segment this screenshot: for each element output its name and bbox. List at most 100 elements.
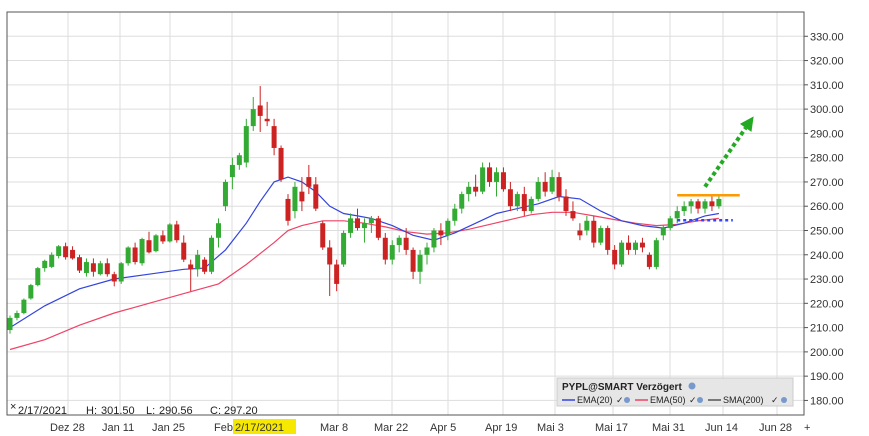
- candle-body: [306, 177, 312, 187]
- candle: [653, 237, 659, 270]
- candle: [612, 245, 618, 270]
- legend-ema50-label: EMA(50): [650, 395, 686, 405]
- candle: [278, 145, 284, 182]
- legend-settings-icon[interactable]: [688, 382, 696, 390]
- candle-body: [688, 201, 694, 207]
- trend-arrow-shaft: [703, 126, 748, 188]
- candle: [118, 262, 124, 284]
- legend-sma200-settings-icon[interactable]: [781, 397, 787, 403]
- legend-sma200-check-icon[interactable]: ✓: [771, 395, 779, 405]
- x-axis-more-icon[interactable]: +: [804, 422, 810, 434]
- candle-body: [452, 208, 458, 221]
- candle: [473, 174, 479, 197]
- candle-body: [153, 235, 159, 252]
- candle: [125, 246, 131, 266]
- candle: [626, 235, 632, 255]
- candle: [660, 225, 666, 241]
- candle-body: [229, 164, 235, 178]
- candle: [605, 225, 611, 255]
- candle-body: [410, 249, 416, 272]
- info-low-label: L:: [146, 405, 155, 417]
- candle-body: [174, 224, 180, 241]
- candle: [188, 259, 194, 292]
- legend-ema20-settings-icon[interactable]: [624, 397, 630, 403]
- candle-body: [417, 254, 423, 272]
- candle-body: [431, 230, 437, 248]
- candle: [382, 232, 388, 265]
- candle-body: [292, 186, 298, 212]
- candle: [63, 242, 69, 260]
- candle: [341, 230, 347, 267]
- candle-body: [160, 235, 166, 242]
- x-tick-label: Mai 31: [652, 422, 685, 434]
- candle-body: [709, 201, 715, 207]
- candle: [521, 186, 527, 216]
- y-tick-label: 230.00: [810, 274, 844, 286]
- candle: [452, 203, 458, 226]
- candle-body: [653, 240, 659, 267]
- candle-body: [528, 198, 534, 212]
- y-tick-label: 200.00: [810, 347, 844, 359]
- candle: [542, 172, 548, 197]
- candle-body: [222, 181, 228, 207]
- x-tick-label: Apr 5: [430, 422, 456, 434]
- x-tick-label: Mai 3: [537, 422, 564, 434]
- candle-body: [702, 201, 708, 209]
- candle: [598, 225, 604, 246]
- x-tick-label: Mar 8: [320, 422, 348, 434]
- candle-body: [181, 242, 187, 260]
- candle: [202, 257, 208, 275]
- y-tick-label: 310.00: [810, 80, 844, 92]
- candle-body: [278, 147, 284, 180]
- candle-body: [591, 220, 597, 243]
- x-tick-label: Mar 22: [374, 422, 408, 434]
- candle-body: [507, 189, 513, 207]
- plot-frame: [6, 11, 805, 416]
- candle: [111, 271, 117, 287]
- legend-ema20-check-icon[interactable]: ✓: [616, 395, 624, 405]
- candle: [639, 237, 645, 253]
- info-high-label: H:: [86, 405, 97, 417]
- candle: [591, 215, 597, 248]
- x-highlight-bg: [233, 419, 296, 434]
- candle: [236, 152, 242, 170]
- legend-ema50-check-icon[interactable]: ✓: [689, 395, 697, 405]
- candle-body: [521, 194, 527, 212]
- candle-body: [257, 105, 263, 116]
- candle: [438, 223, 444, 246]
- candle-body: [56, 246, 62, 256]
- candle: [299, 177, 305, 212]
- candle-body: [549, 177, 555, 192]
- info-high: 301.50: [101, 405, 135, 417]
- legend-ema50-settings-icon[interactable]: [697, 397, 703, 403]
- candle: [334, 259, 340, 292]
- candle: [375, 215, 381, 241]
- candle: [313, 177, 319, 212]
- y-tick-label: 300.00: [810, 104, 844, 116]
- candle: [181, 235, 187, 263]
- legend-box: [556, 377, 794, 407]
- candle: [563, 189, 569, 216]
- info-low: 290.56: [159, 405, 193, 417]
- candle-body: [188, 264, 194, 270]
- grid: [7, 12, 804, 415]
- candle-body: [250, 109, 256, 127]
- candle: [570, 201, 576, 221]
- candle: [584, 215, 590, 236]
- x-tick-label: Jun 14: [705, 422, 738, 434]
- y-tick-label: 290.00: [810, 128, 844, 140]
- candle: [14, 310, 20, 321]
- candle: [160, 230, 166, 244]
- info-date: 2/17/2021: [18, 405, 67, 417]
- candle-body: [77, 257, 82, 271]
- candle-body: [480, 167, 486, 192]
- candle-body: [264, 118, 270, 122]
- candle-body: [403, 237, 409, 250]
- candle: [56, 245, 62, 259]
- y-tick-label: 180.00: [810, 395, 844, 407]
- candle: [153, 234, 159, 253]
- candle: [646, 252, 652, 270]
- candle-body: [299, 191, 305, 202]
- candle-body: [341, 232, 347, 265]
